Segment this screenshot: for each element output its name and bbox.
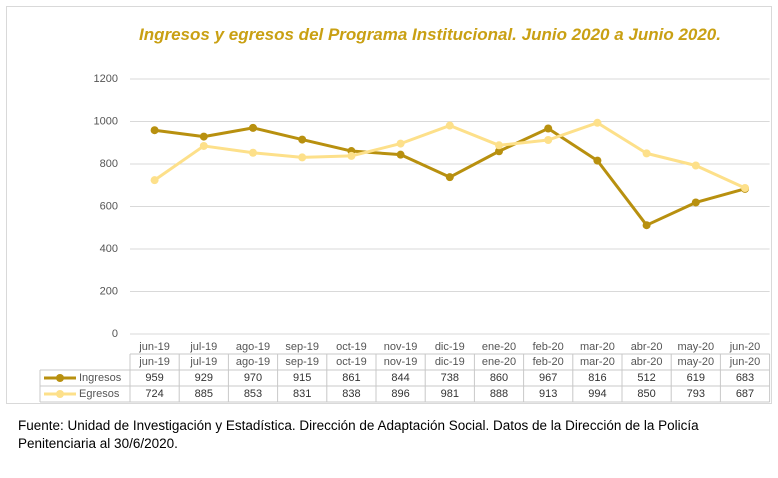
x-tick-label: jun-20 — [729, 341, 761, 353]
table-header: mar-20 — [580, 356, 615, 368]
source-note: Fuente: Unidad de Investigación y Estadí… — [18, 418, 699, 451]
chart-title: Ingresos y egresos del Programa Instituc… — [139, 25, 721, 44]
table-header: abr-20 — [631, 356, 663, 368]
table-value: 831 — [293, 388, 311, 400]
marker — [199, 132, 208, 141]
marker — [642, 221, 651, 230]
table-header: ene-20 — [482, 356, 516, 368]
y-tick-label: 200 — [100, 285, 118, 297]
x-tick-label: jun-19 — [138, 341, 170, 353]
x-tick-label: oct-19 — [336, 341, 367, 353]
table-value: 967 — [539, 372, 557, 384]
y-tick-label: 800 — [100, 158, 118, 170]
table-value: 970 — [244, 372, 262, 384]
marker — [593, 156, 602, 165]
x-tick-label: ago-19 — [236, 341, 270, 353]
table-value: 915 — [293, 372, 311, 384]
marker — [249, 148, 257, 157]
marker — [298, 153, 307, 162]
table-value: 838 — [342, 388, 360, 400]
table-value: 793 — [687, 388, 705, 400]
table-header: may-20 — [677, 356, 714, 368]
table-header: jun-20 — [729, 356, 761, 368]
table-value: 929 — [195, 372, 213, 384]
table-value: 816 — [588, 372, 606, 384]
marker — [642, 149, 651, 158]
table-value: 994 — [588, 388, 606, 400]
y-tick-label: 1200 — [94, 73, 118, 85]
x-tick-label: feb-20 — [533, 341, 564, 353]
marker — [199, 141, 208, 150]
table-value: 850 — [637, 388, 655, 400]
table-value: 724 — [145, 388, 163, 400]
table-header: jul-19 — [189, 356, 217, 368]
legend-label: Ingresos — [79, 372, 122, 384]
marker — [593, 118, 602, 127]
table-header: sep-19 — [285, 356, 319, 368]
table-header: feb-20 — [533, 356, 564, 368]
marker — [347, 151, 356, 160]
y-tick-label: 1000 — [94, 115, 118, 127]
marker — [741, 184, 749, 193]
marker — [298, 135, 307, 144]
marker — [249, 123, 257, 132]
marker — [544, 124, 553, 133]
table-value: 687 — [736, 388, 754, 400]
table-value: 853 — [244, 388, 262, 400]
table-value: 913 — [539, 388, 557, 400]
marker — [691, 198, 700, 207]
table-header: ago-19 — [236, 356, 270, 368]
x-tick-label: ene-20 — [482, 341, 516, 353]
marker — [544, 135, 553, 144]
marker — [495, 147, 503, 156]
table-value: 860 — [490, 372, 508, 384]
table-value: 619 — [687, 372, 705, 384]
x-tick-label: sep-19 — [285, 341, 319, 353]
table-value: 885 — [195, 388, 213, 400]
table-header: jun-19 — [138, 356, 170, 368]
x-tick-label: dic-19 — [435, 341, 465, 353]
table-value: 738 — [441, 372, 459, 384]
table-value: 981 — [441, 388, 459, 400]
table-value: 683 — [736, 372, 754, 384]
marker — [445, 121, 454, 130]
marker — [396, 139, 405, 148]
y-tick-label: 0 — [112, 328, 118, 340]
x-tick-label: abr-20 — [631, 341, 663, 353]
legend-marker — [56, 374, 64, 382]
y-tick-label: 600 — [100, 200, 118, 212]
x-tick-label: jul-19 — [189, 341, 217, 353]
legend-label: Egresos — [79, 388, 120, 400]
table-value: 888 — [490, 388, 508, 400]
x-tick-label: mar-20 — [580, 341, 615, 353]
table-value: 844 — [391, 372, 409, 384]
chart-frame — [6, 6, 772, 404]
marker — [150, 176, 159, 185]
table-header: nov-19 — [384, 356, 418, 368]
table-value: 959 — [145, 372, 163, 384]
table-value: 512 — [637, 372, 655, 384]
marker — [150, 126, 159, 135]
x-tick-label: nov-19 — [384, 341, 418, 353]
table-header: dic-19 — [435, 356, 465, 368]
marker — [396, 150, 405, 159]
marker — [495, 141, 503, 150]
marker — [445, 173, 454, 182]
table-value: 861 — [342, 372, 360, 384]
x-tick-label: may-20 — [677, 341, 714, 353]
marker — [691, 161, 700, 170]
table-header: oct-19 — [336, 356, 367, 368]
legend-marker — [56, 390, 64, 398]
table-value: 896 — [391, 388, 409, 400]
y-tick-label: 400 — [100, 243, 118, 255]
